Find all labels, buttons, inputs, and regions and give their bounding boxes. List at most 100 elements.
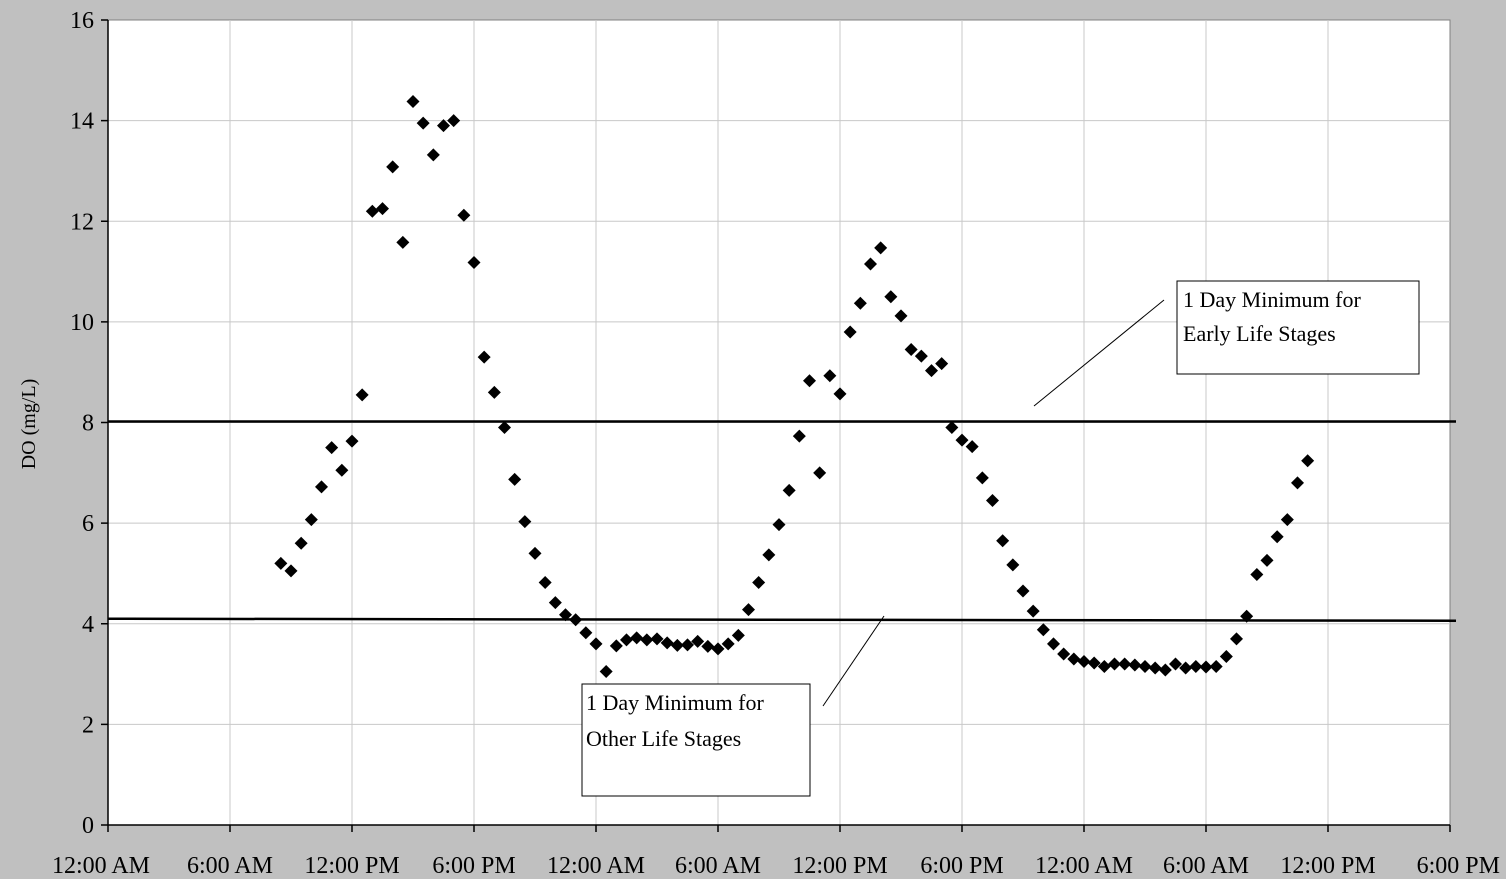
data-point bbox=[1270, 530, 1284, 544]
data-point bbox=[396, 235, 410, 249]
data-point bbox=[1036, 623, 1050, 637]
x-tick-label: 12:00 PM bbox=[792, 853, 887, 879]
data-point bbox=[660, 636, 674, 650]
x-tick-label: 12:00 PM bbox=[1280, 853, 1375, 879]
data-point bbox=[640, 633, 654, 647]
x-tick-label: 6:00 PM bbox=[1417, 853, 1500, 879]
data-points bbox=[274, 95, 1315, 679]
data-point bbox=[589, 637, 603, 651]
data-point bbox=[914, 349, 928, 363]
x-tick-label: 6:00 AM bbox=[1163, 853, 1249, 879]
data-point bbox=[1260, 553, 1274, 567]
data-point bbox=[1189, 660, 1203, 674]
annotation-other-life-stages: 1 Day Minimum for Other Life Stages bbox=[581, 615, 885, 797]
data-point bbox=[579, 626, 593, 640]
data-point bbox=[792, 429, 806, 443]
y-tick-label: 4 bbox=[82, 612, 94, 638]
data-point bbox=[386, 160, 400, 174]
data-point bbox=[1199, 660, 1213, 674]
data-point bbox=[487, 385, 501, 399]
x-tick-label: 12:00 AM bbox=[52, 853, 150, 879]
data-point bbox=[1138, 660, 1152, 674]
data-point bbox=[365, 204, 379, 218]
data-point bbox=[467, 256, 481, 270]
data-point bbox=[335, 463, 349, 477]
data-point bbox=[437, 119, 450, 133]
data-point bbox=[813, 466, 827, 480]
data-point bbox=[376, 202, 389, 216]
x-tick-label: 6:00 AM bbox=[187, 853, 273, 879]
data-point bbox=[548, 596, 562, 610]
data-point bbox=[599, 665, 613, 679]
data-point bbox=[447, 114, 461, 128]
data-point bbox=[701, 639, 715, 653]
data-point bbox=[996, 534, 1010, 548]
data-point bbox=[1067, 652, 1081, 666]
y-tick-label: 12 bbox=[70, 209, 94, 235]
data-point bbox=[1179, 661, 1193, 675]
annotation-early-line2: Early Life Stages bbox=[1183, 321, 1336, 346]
data-point bbox=[498, 421, 511, 435]
y-tick-label: 2 bbox=[82, 712, 94, 738]
data-point bbox=[935, 357, 949, 371]
data-point bbox=[518, 515, 532, 529]
data-point bbox=[1087, 656, 1101, 670]
y-axis-title: DO (mg/L) bbox=[18, 379, 40, 470]
data-point bbox=[945, 421, 959, 435]
data-point bbox=[1169, 657, 1182, 671]
data-point bbox=[884, 290, 898, 304]
data-point bbox=[1280, 513, 1294, 527]
data-point bbox=[1291, 476, 1304, 490]
reference-lines bbox=[107, 420, 1457, 622]
data-point bbox=[1158, 663, 1172, 677]
y-tick-label: 6 bbox=[82, 511, 94, 537]
data-point bbox=[721, 637, 735, 651]
data-point bbox=[304, 513, 318, 527]
data-point bbox=[742, 603, 755, 617]
data-point bbox=[833, 387, 847, 401]
data-point bbox=[1006, 558, 1020, 572]
data-point bbox=[1128, 658, 1142, 672]
data-point bbox=[691, 634, 705, 648]
data-point bbox=[965, 440, 979, 454]
data-point bbox=[843, 325, 857, 339]
data-point bbox=[457, 208, 471, 222]
y-tick-label: 14 bbox=[70, 109, 94, 135]
data-point bbox=[711, 642, 725, 656]
y-tick-label: 0 bbox=[82, 813, 94, 839]
data-point bbox=[1148, 661, 1162, 675]
data-point bbox=[1077, 654, 1091, 668]
data-point bbox=[1301, 454, 1315, 468]
data-point bbox=[569, 613, 583, 627]
annotation-other-leader-line bbox=[822, 615, 885, 707]
data-point bbox=[1016, 584, 1030, 598]
data-point bbox=[620, 633, 633, 647]
data-point bbox=[874, 241, 888, 255]
x-tick-label: 6:00 PM bbox=[432, 853, 515, 879]
y-tick-label: 10 bbox=[70, 310, 94, 336]
data-point bbox=[670, 638, 684, 652]
annotation-early-leader-line bbox=[1033, 299, 1165, 407]
data-point bbox=[762, 548, 776, 562]
data-point bbox=[1057, 647, 1071, 661]
data-point bbox=[1219, 649, 1233, 663]
data-point bbox=[345, 434, 359, 448]
data-point bbox=[508, 472, 522, 486]
x-tick-label: 12:00 AM bbox=[1035, 853, 1133, 879]
data-point bbox=[294, 536, 308, 550]
data-point bbox=[1108, 657, 1121, 671]
other-life-stages-minimum-line bbox=[107, 617, 1457, 622]
x-tick-label: 6:00 AM bbox=[675, 853, 761, 879]
data-point bbox=[477, 350, 491, 364]
x-tick-label: 12:00 PM bbox=[304, 853, 399, 879]
data-point bbox=[904, 343, 918, 357]
data-point bbox=[1240, 609, 1254, 623]
data-point bbox=[823, 369, 837, 383]
data-point bbox=[752, 575, 766, 589]
data-point bbox=[772, 518, 786, 532]
data-point bbox=[416, 116, 430, 130]
data-point bbox=[853, 296, 867, 310]
x-tick-label: 12:00 AM bbox=[547, 853, 645, 879]
data-point bbox=[975, 471, 989, 485]
